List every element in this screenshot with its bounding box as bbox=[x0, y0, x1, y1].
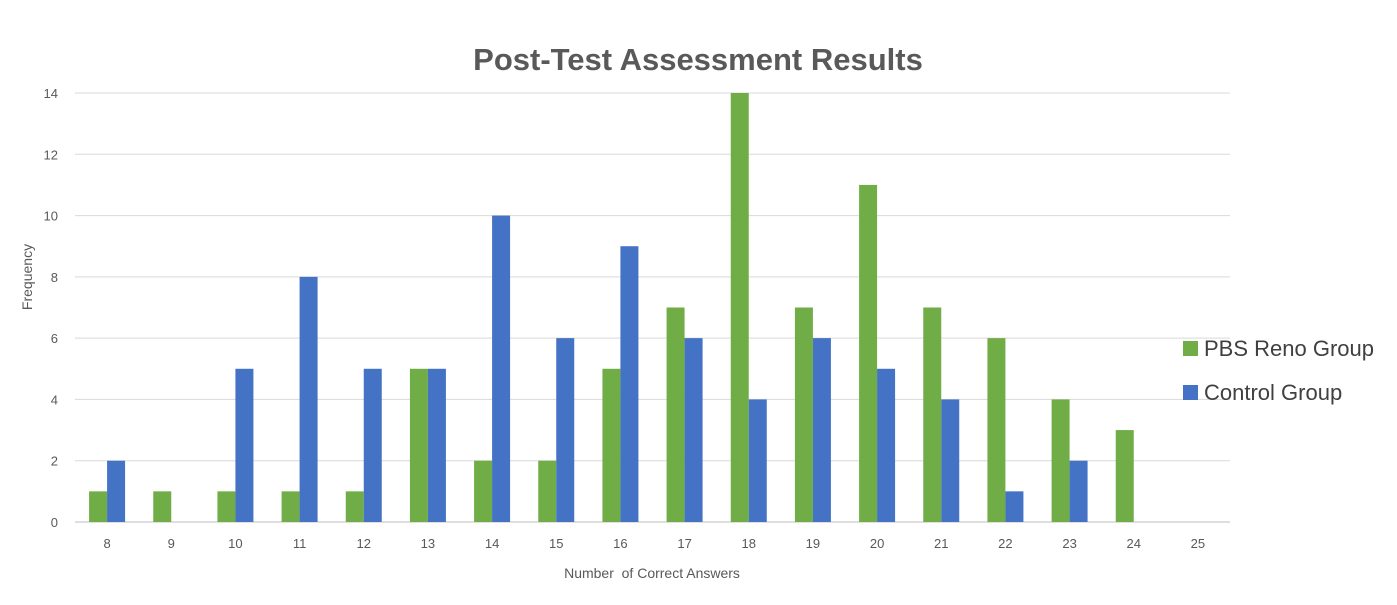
bar-pbs-reno-13 bbox=[409, 368, 428, 522]
x-tick-label: 12 bbox=[357, 536, 371, 551]
x-tick-label: 25 bbox=[1191, 536, 1205, 551]
bar-pbs-reno-18 bbox=[730, 93, 749, 522]
x-tick-label: 18 bbox=[742, 536, 756, 551]
x-tick-label: 15 bbox=[549, 536, 563, 551]
bar-pbs-reno-16 bbox=[602, 368, 621, 522]
x-tick-label: 20 bbox=[870, 536, 884, 551]
bar-control-21 bbox=[941, 399, 960, 522]
x-tick-label: 19 bbox=[806, 536, 820, 551]
bar-control-10 bbox=[235, 368, 254, 522]
legend-label: PBS Reno Group bbox=[1204, 336, 1374, 361]
y-tick-label: 0 bbox=[51, 515, 58, 530]
x-tick-label: 13 bbox=[421, 536, 435, 551]
y-tick-label: 12 bbox=[44, 147, 58, 162]
gridlines bbox=[75, 92, 1230, 523]
x-tick-label: 16 bbox=[613, 536, 627, 551]
bar-control-23 bbox=[1069, 460, 1088, 522]
bar-control-8 bbox=[107, 460, 126, 522]
y-tick-label: 2 bbox=[51, 454, 58, 469]
x-tick-label: 24 bbox=[1127, 536, 1141, 551]
bar-pbs-reno-20 bbox=[859, 184, 878, 522]
legend-swatch bbox=[1183, 341, 1198, 356]
y-axis-ticks: 0 2 4 6 8 10 12 14 bbox=[44, 86, 58, 530]
bar-control-15 bbox=[556, 338, 575, 522]
bar-pbs-reno-23 bbox=[1051, 399, 1070, 522]
bar-control-12 bbox=[363, 368, 382, 522]
bar-control-17 bbox=[684, 338, 703, 522]
x-tick-label: 9 bbox=[168, 536, 175, 551]
y-tick-label: 10 bbox=[44, 209, 58, 224]
bar-control-14 bbox=[492, 215, 511, 523]
y-axis-label: Frequency bbox=[19, 244, 35, 310]
x-tick-label: 23 bbox=[1062, 536, 1076, 551]
bar-pbs-reno-11 bbox=[281, 491, 300, 522]
bar-control-22 bbox=[1005, 491, 1024, 522]
bar-control-19 bbox=[812, 338, 831, 522]
bar-pbs-reno-21 bbox=[923, 307, 942, 522]
x-axis-label: Number of Correct Answers bbox=[564, 565, 740, 581]
bar-pbs-reno-12 bbox=[345, 491, 364, 522]
bar-pbs-reno-8 bbox=[89, 491, 108, 522]
chart-title: Post-Test Assessment Results bbox=[473, 42, 923, 77]
bar-pbs-reno-17 bbox=[666, 307, 685, 522]
bar-pbs-reno-22 bbox=[987, 338, 1006, 522]
bar-pbs-reno-10 bbox=[217, 491, 236, 522]
bar-pbs-reno-15 bbox=[538, 460, 557, 522]
x-tick-label: 14 bbox=[485, 536, 499, 551]
x-tick-label: 10 bbox=[228, 536, 242, 551]
bar-pbs-reno-9 bbox=[153, 491, 172, 522]
bar-control-11 bbox=[299, 276, 318, 522]
x-tick-label: 11 bbox=[293, 536, 307, 551]
bar-control-18 bbox=[748, 399, 767, 522]
legend: PBS Reno Group Control Group bbox=[1183, 336, 1374, 405]
x-tick-label: 21 bbox=[934, 536, 948, 551]
x-tick-label: 22 bbox=[998, 536, 1012, 551]
bar-control-13 bbox=[427, 368, 446, 522]
bar-control-16 bbox=[620, 246, 639, 522]
legend-swatch bbox=[1183, 385, 1198, 400]
legend-label: Control Group bbox=[1204, 380, 1342, 405]
x-tick-label: 8 bbox=[103, 536, 110, 551]
y-tick-label: 14 bbox=[44, 86, 58, 101]
bar-pbs-reno-19 bbox=[794, 307, 813, 522]
bar-pbs-reno-14 bbox=[474, 460, 493, 522]
x-tick-label: 17 bbox=[677, 536, 691, 551]
y-tick-label: 6 bbox=[51, 331, 58, 346]
bar-pbs-reno-24 bbox=[1115, 430, 1134, 522]
y-tick-label: 8 bbox=[51, 270, 58, 285]
bars bbox=[89, 93, 1134, 523]
x-axis-ticks: 8 9 10 11 12 13 14 15 16 17 18 19 20 21 22 23 24 25 bbox=[103, 536, 1205, 551]
y-tick-label: 4 bbox=[51, 392, 58, 407]
bar-control-20 bbox=[877, 368, 896, 522]
